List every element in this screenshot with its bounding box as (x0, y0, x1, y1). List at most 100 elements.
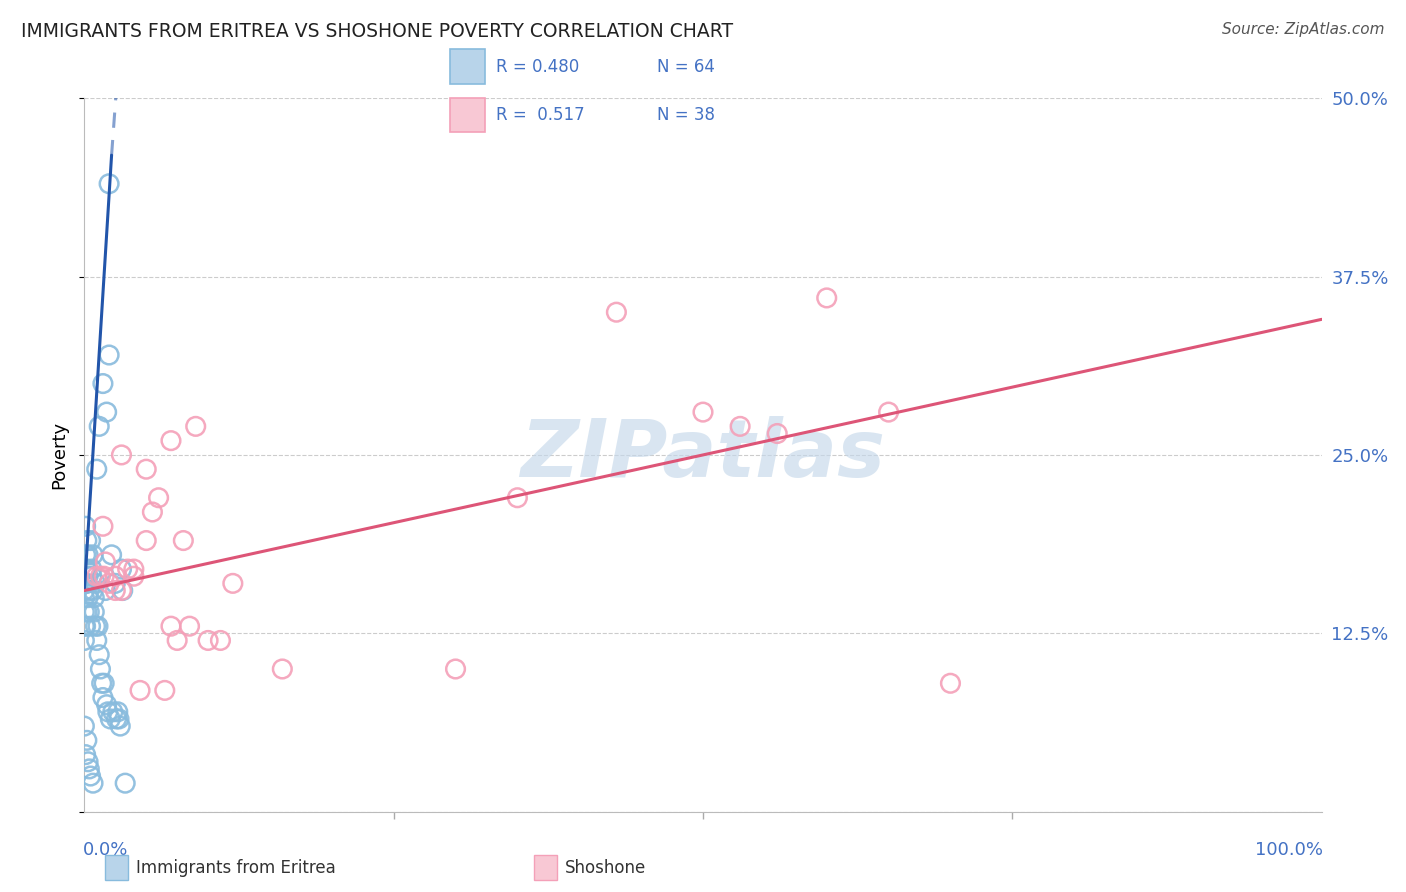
Point (160, 434, 183, 448)
Point (79, 762, 101, 776)
Point (76, 562, 98, 576)
Point (90, 676, 112, 690)
Point (104, 569, 127, 583)
Point (122, 562, 145, 576)
Point (89, 419, 111, 434)
Point (135, 462, 157, 476)
Point (82, 776, 104, 790)
Point (76, 533, 98, 548)
Point (94, 555, 117, 569)
Point (107, 705, 129, 719)
Point (98, 348, 121, 362)
Point (91, 690, 114, 705)
Point (160, 619, 183, 633)
Point (98, 576, 121, 591)
Point (75, 519, 97, 533)
Point (172, 533, 194, 548)
FancyBboxPatch shape (450, 49, 485, 84)
Text: N = 38: N = 38 (658, 106, 716, 124)
Point (77, 755, 100, 769)
Point (766, 426, 789, 441)
Point (271, 662, 294, 676)
Point (141, 505, 163, 519)
Point (97, 705, 120, 719)
Point (80, 569, 103, 583)
Text: ZIPatlas: ZIPatlas (520, 416, 886, 494)
Point (108, 712, 131, 726)
Point (98, 177, 121, 191)
Point (129, 683, 152, 698)
Point (877, 405, 900, 419)
Point (135, 533, 157, 548)
Point (82, 548, 104, 562)
Point (153, 683, 176, 698)
Text: N = 64: N = 64 (658, 58, 716, 76)
Point (122, 569, 145, 583)
Point (506, 491, 529, 505)
Point (101, 705, 124, 719)
Point (110, 719, 132, 733)
Point (73, 576, 96, 591)
Point (96, 698, 118, 712)
Point (939, 676, 962, 690)
Point (79, 619, 101, 633)
Point (76, 605, 98, 619)
Point (73, 605, 96, 619)
Point (166, 633, 188, 648)
Point (692, 405, 714, 419)
Point (117, 562, 139, 576)
Point (86, 633, 108, 648)
Point (75, 562, 97, 576)
Point (93, 569, 115, 583)
Point (76, 733, 98, 747)
Point (75, 576, 97, 591)
Point (84, 619, 107, 633)
Point (73, 591, 96, 605)
Text: Source: ZipAtlas.com: Source: ZipAtlas.com (1222, 22, 1385, 37)
Point (197, 633, 219, 648)
Point (73, 583, 96, 598)
Point (179, 619, 201, 633)
Point (77, 569, 100, 583)
Y-axis label: Poverty: Poverty (51, 421, 69, 489)
Text: Shoshone: Shoshone (565, 859, 647, 877)
Point (209, 633, 232, 648)
Point (86, 569, 108, 583)
Point (148, 491, 170, 505)
Point (89, 648, 111, 662)
FancyBboxPatch shape (450, 97, 485, 132)
Point (728, 419, 751, 434)
Text: Immigrants from Eritrea: Immigrants from Eritrea (136, 859, 336, 877)
Point (93, 676, 115, 690)
Point (89, 662, 111, 676)
Point (77, 548, 100, 562)
Point (79, 533, 101, 548)
Text: 100.0%: 100.0% (1256, 840, 1323, 858)
Text: 0.0%: 0.0% (83, 840, 128, 858)
Point (100, 548, 122, 562)
Point (73, 619, 96, 633)
Point (83, 591, 105, 605)
Point (815, 291, 838, 305)
Point (104, 583, 127, 598)
Point (94, 583, 117, 598)
Point (82, 583, 104, 598)
Point (79, 605, 101, 619)
Point (86, 462, 108, 476)
Point (184, 419, 207, 434)
Point (444, 662, 467, 676)
Point (77, 591, 100, 605)
Point (110, 583, 132, 598)
Point (79, 769, 101, 783)
Point (105, 712, 128, 726)
Point (98, 712, 121, 726)
Text: R = 0.480: R = 0.480 (496, 58, 579, 76)
Point (114, 776, 136, 790)
Point (89, 569, 111, 583)
Point (96, 405, 118, 419)
Point (222, 576, 245, 591)
Point (75, 548, 97, 562)
Point (104, 576, 127, 591)
Point (75, 619, 97, 633)
Point (83, 605, 105, 619)
